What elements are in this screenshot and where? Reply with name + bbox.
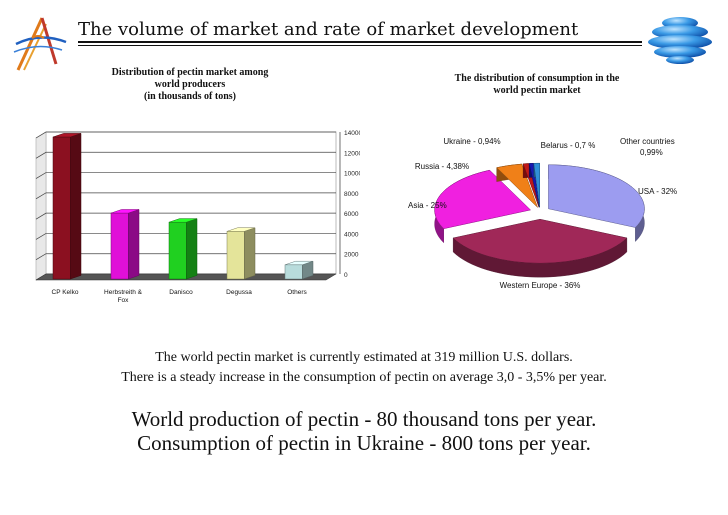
pie-slice: [528, 163, 540, 208]
pie-slice-top: [528, 163, 540, 208]
pie-slice-top: [434, 169, 532, 229]
bar-top-face: [52, 133, 82, 138]
bar-top-face: [284, 260, 314, 266]
y-tick-label: 4000: [344, 231, 359, 238]
x-tick-label: Danisco: [169, 289, 193, 296]
pie-slice-top: [548, 164, 645, 228]
market-estimate-text: The world pectin market is currently est…: [155, 350, 573, 365]
pie-label: Russia - 4,38%: [415, 162, 469, 171]
x-tick-label: Fox: [118, 297, 130, 304]
pie-caption-line: world pectin market: [493, 85, 581, 96]
y-tick-label: 12000: [344, 150, 360, 157]
pie-slice-top: [452, 218, 628, 264]
bar-caption-line: world producers: [154, 79, 226, 90]
title-rule-thin: [78, 45, 642, 46]
bar-chart-caption: Distribution of pectin market among worl…: [84, 67, 296, 103]
x-tick-label: CP Kelko: [52, 289, 79, 296]
pie-slice: [452, 218, 628, 278]
bar: [168, 218, 198, 280]
bar-caption-line: (in thousands of tons): [144, 91, 236, 102]
title-rule: [78, 41, 642, 43]
decorative-logo-icon: [13, 17, 67, 71]
gridline: [35, 172, 336, 179]
pie-label: 0,99%: [640, 148, 663, 157]
consumption-growth-text: There is a steady increase in the consum…: [121, 370, 607, 385]
pie-chart-caption: The distribution of consumption in the w…: [428, 73, 646, 97]
pie-label: USA - 32%: [638, 187, 677, 196]
world-production-text: World production of pectin - 80 thousand…: [131, 407, 597, 431]
bar-front-face: [226, 231, 245, 280]
gridline: [35, 212, 336, 220]
bar-side-face: [128, 209, 140, 280]
pie-label: Other countries: [620, 137, 675, 146]
pie-slice: [533, 162, 541, 208]
plot-side-wall: [35, 131, 47, 281]
y-tick-label: 6000: [344, 211, 359, 218]
consumption-pie-chart: USA - 32% Western Europe - 36% Asia - 25% R…: [408, 137, 677, 290]
gridline: [35, 151, 336, 159]
bar-top-face: [168, 218, 198, 223]
pie-label: Ukraine - 0,94%: [443, 137, 500, 146]
y-tick-label: 8000: [344, 191, 359, 198]
bar-side-face: [70, 133, 82, 280]
pie-slice: [496, 163, 538, 208]
bar-caption-line: Distribution of pectin market among: [111, 67, 269, 78]
pie-label: Asia - 25%: [408, 201, 447, 210]
y-tick-label: 0: [344, 272, 348, 279]
pie-slice-top: [496, 163, 538, 208]
blue-orb-icon: [648, 17, 712, 64]
pie-label: Western Europe - 36%: [500, 281, 581, 290]
bar: [52, 133, 82, 280]
ukraine-consumption-text: Consumption of pectin in Ukraine - 800 t…: [137, 431, 591, 455]
pie-slice-top: [522, 163, 540, 208]
producers-bar-chart: 0 2000 4000 6000 8000 10000 12000 14000 CP Kelko…: [35, 130, 360, 304]
y-tick-label: 14000: [344, 130, 360, 137]
y-tick-label: 2000: [344, 252, 359, 259]
y-tick-label: 10000: [344, 171, 360, 178]
bar: [110, 209, 140, 280]
bar: [284, 260, 314, 280]
bar-top-face: [110, 209, 140, 214]
pie-slice: [548, 164, 645, 243]
gridline: [35, 192, 336, 200]
x-tick-label: Others: [287, 289, 307, 296]
pie-slice: [522, 163, 540, 208]
gridline: [35, 131, 336, 139]
bar-front-face: [52, 136, 71, 280]
bar-side-face: [244, 227, 256, 280]
pie-slice-top: [533, 162, 541, 208]
bar-top-face: [226, 227, 256, 232]
bar-front-face: [168, 221, 187, 280]
bar-side-face: [186, 218, 198, 280]
pie-label: Belarus - 0,7 %: [541, 141, 596, 150]
page-title: The volume of market and rate of market …: [78, 19, 579, 40]
x-tick-label: Herbstreith &: [104, 289, 143, 296]
x-tick-label: Degussa: [226, 289, 252, 296]
pie-caption-line: The distribution of consumption in the: [454, 73, 620, 84]
bar-front-face: [284, 264, 303, 280]
bar-front-face: [110, 212, 129, 280]
pie-slice: [434, 169, 532, 244]
bar: [226, 227, 256, 280]
